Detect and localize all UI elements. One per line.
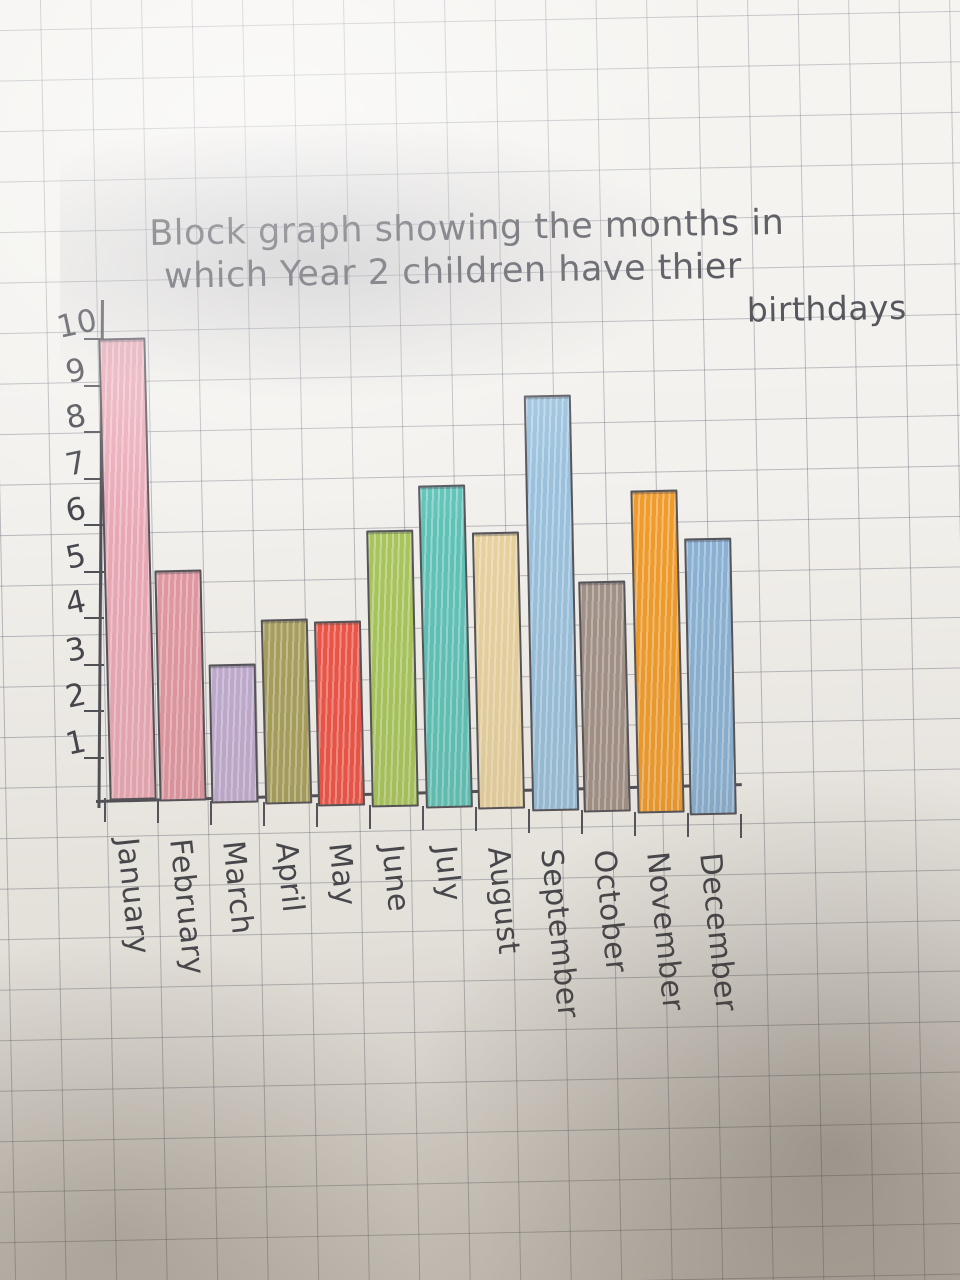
- y-axis-label-5: 5: [62, 536, 90, 577]
- x-tick-december: [687, 812, 689, 837]
- x-axis-label-may: May: [321, 841, 363, 909]
- bar-december: [684, 537, 737, 816]
- bar-february: [154, 569, 207, 802]
- x-tick-january: [104, 798, 106, 822]
- bar-june: [366, 529, 419, 808]
- bar-fill: [368, 531, 417, 806]
- x-tick-august: [475, 807, 477, 832]
- x-axis-label-march: March: [215, 838, 260, 936]
- x-tick-may: [316, 803, 318, 828]
- x-axis-label-december: December: [692, 850, 744, 1014]
- bar-april: [260, 618, 313, 805]
- bar-fill: [686, 539, 735, 814]
- x-axis-label-september: September: [533, 846, 586, 1020]
- y-axis-label-1: 1: [62, 722, 90, 763]
- x-tick-end: [740, 814, 742, 839]
- y-axis-label-3: 3: [62, 629, 90, 670]
- bar-september: [523, 394, 580, 812]
- y-axis-label-4: 4: [62, 583, 90, 623]
- x-tick-april: [263, 802, 265, 827]
- x-axis-label-november: November: [639, 849, 691, 1013]
- x-tick-june: [369, 804, 371, 829]
- bar-fill: [262, 620, 311, 803]
- bar-fill: [525, 396, 578, 810]
- bar-march: [208, 663, 259, 804]
- bar-august: [471, 531, 526, 810]
- x-tick-july: [422, 806, 424, 831]
- bar-fill: [315, 622, 364, 804]
- y-axis-label-2: 2: [62, 676, 90, 716]
- bar-fill: [210, 665, 257, 802]
- chart-title: Block graph showing the months in which …: [149, 199, 951, 342]
- x-axis-label-june: June: [374, 842, 417, 914]
- x-tick-october: [581, 810, 583, 835]
- bar-fill: [473, 533, 524, 808]
- bar-may: [313, 620, 366, 806]
- bar-january: [98, 337, 157, 801]
- x-axis-label-february: February: [162, 837, 212, 978]
- bar-october: [578, 580, 631, 813]
- x-axis-label-august: August: [480, 845, 527, 957]
- x-tick-february: [157, 799, 159, 824]
- y-axis-label-7: 7: [62, 443, 90, 484]
- bar-november: [630, 489, 685, 814]
- bar-fill: [100, 339, 155, 799]
- bar-fill: [632, 491, 683, 812]
- x-axis-label-october: October: [586, 848, 634, 975]
- x-axis-label-january: January: [109, 836, 157, 957]
- bar-july: [418, 484, 473, 809]
- y-axis-label-8: 8: [62, 397, 90, 437]
- x-axis-label-july: July: [427, 844, 468, 904]
- y-axis-label-6: 6: [62, 490, 90, 530]
- bar-fill: [420, 486, 471, 807]
- bar-fill: [580, 582, 629, 811]
- x-tick-march: [210, 800, 212, 825]
- x-axis-label-april: April: [268, 840, 311, 915]
- bar-fill: [156, 571, 205, 800]
- y-axis-label-9: 9: [62, 350, 90, 391]
- x-tick-september: [528, 808, 530, 833]
- x-tick-november: [634, 811, 636, 836]
